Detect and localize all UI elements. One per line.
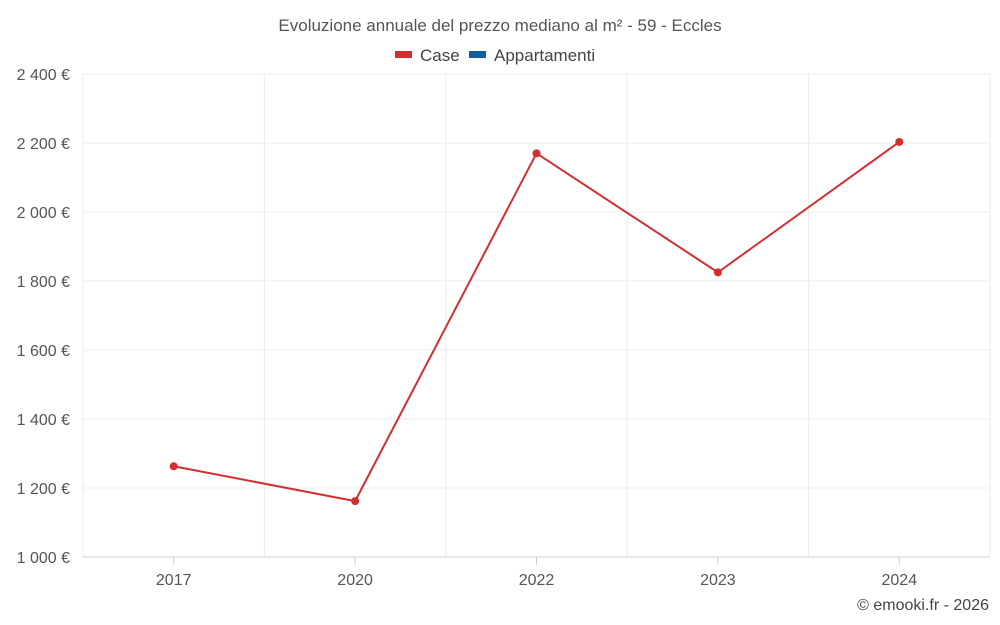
series-line — [173, 141, 900, 503]
chart-title: Evoluzione annuale del prezzo mediano al… — [278, 16, 721, 35]
y-tick-label: 1 000 € — [17, 550, 70, 567]
x-tick-label: 2023 — [700, 572, 736, 589]
data-point[interactable] — [169, 462, 178, 471]
legend-swatch-appartamenti — [469, 51, 486, 58]
x-tick-label: 2022 — [519, 572, 555, 589]
x-tick-label: 2017 — [156, 572, 192, 589]
series — [169, 137, 904, 506]
legend: Case Appartamenti — [395, 46, 595, 65]
data-point[interactable] — [532, 149, 541, 158]
x-tick-label: 2024 — [882, 572, 918, 589]
legend-swatch-case — [395, 51, 412, 58]
data-point[interactable] — [713, 268, 722, 277]
y-tick-label: 1 600 € — [17, 343, 70, 360]
y-tick-label: 2 200 € — [17, 136, 70, 153]
y-tick-label: 2 000 € — [17, 205, 70, 222]
axes: 1 000 € 1 200 € 1 400 € 1 600 € 1 800 € 2 000… — [17, 67, 990, 589]
x-tick-label: 2020 — [337, 572, 373, 589]
y-tick-label: 1 400 € — [17, 412, 70, 429]
data-point[interactable] — [351, 497, 360, 506]
y-tick-label: 2 400 € — [17, 67, 70, 84]
credit-text: © emooki.fr - 2026 — [857, 597, 989, 614]
y-tick-label: 1 200 € — [17, 481, 70, 498]
y-tick-label: 1 800 € — [17, 274, 70, 291]
legend-label-appartamenti[interactable]: Appartamenti — [494, 46, 595, 65]
grid — [82, 73, 991, 557]
data-point[interactable] — [895, 137, 904, 146]
legend-label-case[interactable]: Case — [420, 46, 460, 65]
